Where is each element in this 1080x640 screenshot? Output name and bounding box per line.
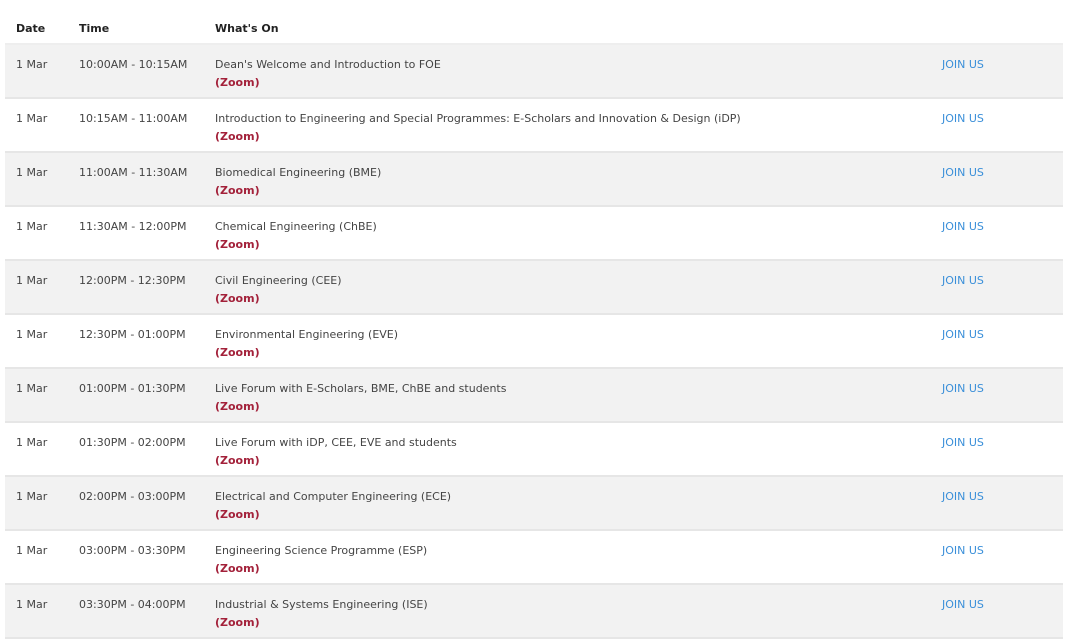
event-title: Live Forum with iDP, CEE, EVE and studen… [215, 436, 457, 449]
table-body: 1 Mar 10:00AM - 10:15AM Dean's Welcome a… [5, 45, 1063, 639]
row-event: Engineering Science Programme (ESP) (Zoom… [215, 544, 427, 575]
table-row: 1 Mar 02:00PM - 03:00PM Electrical and C… [5, 477, 1063, 531]
row-time: 12:30PM - 01:00PM [79, 328, 186, 341]
event-platform: (Zoom) [215, 508, 260, 521]
event-platform: (Zoom) [215, 76, 260, 89]
row-event: Civil Engineering (CEE) (Zoom) [215, 274, 342, 305]
join-us-link[interactable]: JOIN US [942, 274, 984, 287]
table-row: 1 Mar 12:30PM - 01:00PM Environmental En… [5, 315, 1063, 369]
row-date: 1 Mar [16, 436, 48, 449]
table-row: 1 Mar 10:00AM - 10:15AM Dean's Welcome a… [5, 45, 1063, 99]
event-platform: (Zoom) [215, 346, 260, 359]
event-platform: (Zoom) [215, 184, 260, 197]
row-event: Chemical Engineering (ChBE) (Zoom) [215, 220, 377, 251]
event-platform: (Zoom) [215, 238, 260, 251]
event-title: Industrial & Systems Engineering (ISE) [215, 598, 428, 611]
event-platform: (Zoom) [215, 562, 260, 575]
event-platform: (Zoom) [215, 292, 260, 305]
row-date: 1 Mar [16, 598, 48, 611]
row-date: 1 Mar [16, 328, 48, 341]
join-us-link[interactable]: JOIN US [942, 166, 984, 179]
table-row: 1 Mar 12:00PM - 12:30PM Civil Engineerin… [5, 261, 1063, 315]
row-time: 01:30PM - 02:00PM [79, 436, 186, 449]
event-platform: (Zoom) [215, 616, 260, 629]
row-date: 1 Mar [16, 166, 48, 179]
join-us-link[interactable]: JOIN US [942, 598, 984, 611]
header-date: Date [16, 22, 46, 35]
schedule-table: Date Time What's On 1 Mar 10:00AM - 10:1… [5, 10, 1063, 639]
table-header: Date Time What's On [5, 10, 1063, 45]
row-date: 1 Mar [16, 58, 48, 71]
row-time: 10:15AM - 11:00AM [79, 112, 188, 125]
table-row: 1 Mar 03:30PM - 04:00PM Industrial & Sys… [5, 585, 1063, 639]
row-event: Live Forum with iDP, CEE, EVE and studen… [215, 436, 457, 467]
event-platform: (Zoom) [215, 130, 260, 143]
row-event: Environmental Engineering (EVE) (Zoom) [215, 328, 398, 359]
join-us-link[interactable]: JOIN US [942, 328, 984, 341]
row-date: 1 Mar [16, 274, 48, 287]
event-title: Live Forum with E-Scholars, BME, ChBE an… [215, 382, 507, 395]
table-row: 1 Mar 11:30AM - 12:00PM Chemical Enginee… [5, 207, 1063, 261]
join-us-link[interactable]: JOIN US [942, 490, 984, 503]
event-platform: (Zoom) [215, 400, 260, 413]
event-title: Biomedical Engineering (BME) [215, 166, 382, 179]
event-title: Civil Engineering (CEE) [215, 274, 342, 287]
row-date: 1 Mar [16, 112, 48, 125]
table-row: 1 Mar 01:00PM - 01:30PM Live Forum with … [5, 369, 1063, 423]
row-event: Dean's Welcome and Introduction to FOE (Z… [215, 58, 441, 89]
row-time: 03:00PM - 03:30PM [79, 544, 186, 557]
table-row: 1 Mar 10:15AM - 11:00AM Introduction to … [5, 99, 1063, 153]
row-event: Live Forum with E-Scholars, BME, ChBE an… [215, 382, 506, 413]
join-us-link[interactable]: JOIN US [942, 544, 984, 557]
table-row: 1 Mar 11:00AM - 11:30AM Biomedical Engin… [5, 153, 1063, 207]
event-title: Dean's Welcome and Introduction to FOE [215, 58, 441, 71]
row-date: 1 Mar [16, 382, 48, 395]
join-us-link[interactable]: JOIN US [942, 220, 984, 233]
event-title: Chemical Engineering (ChBE) [215, 220, 377, 233]
event-title: Engineering Science Programme (ESP) [215, 544, 428, 557]
header-time: Time [79, 22, 110, 35]
row-time: 12:00PM - 12:30PM [79, 274, 186, 287]
join-us-link[interactable]: JOIN US [942, 382, 984, 395]
table-row: 1 Mar 01:30PM - 02:00PM Live Forum with … [5, 423, 1063, 477]
row-time: 10:00AM - 10:15AM [79, 58, 188, 71]
row-time: 02:00PM - 03:00PM [79, 490, 186, 503]
row-time: 01:00PM - 01:30PM [79, 382, 186, 395]
row-time: 11:00AM - 11:30AM [79, 166, 188, 179]
row-date: 1 Mar [16, 544, 48, 557]
event-title: Environmental Engineering (EVE) [215, 328, 399, 341]
event-title: Introduction to Engineering and Special … [215, 112, 741, 125]
join-us-link[interactable]: JOIN US [942, 112, 984, 125]
row-time: 03:30PM - 04:00PM [79, 598, 186, 611]
event-title: Electrical and Computer Engineering (ECE… [215, 490, 452, 503]
join-us-link[interactable]: JOIN US [942, 58, 984, 71]
row-event: Industrial & Systems Engineering (ISE) (Z… [215, 598, 428, 629]
row-event: Introduction to Engineering and Special … [215, 112, 741, 143]
table-row: 1 Mar 03:00PM - 03:30PM Engineering Scie… [5, 531, 1063, 585]
row-date: 1 Mar [16, 220, 48, 233]
row-time: 11:30AM - 12:00PM [79, 220, 187, 233]
header-whats-on: What's On [215, 22, 279, 35]
row-date: 1 Mar [16, 490, 48, 503]
row-event: Electrical and Computer Engineering (ECE… [215, 490, 451, 521]
row-event: Biomedical Engineering (BME) (Zoom) [215, 166, 381, 197]
join-us-link[interactable]: JOIN US [942, 436, 984, 449]
event-platform: (Zoom) [215, 454, 260, 467]
